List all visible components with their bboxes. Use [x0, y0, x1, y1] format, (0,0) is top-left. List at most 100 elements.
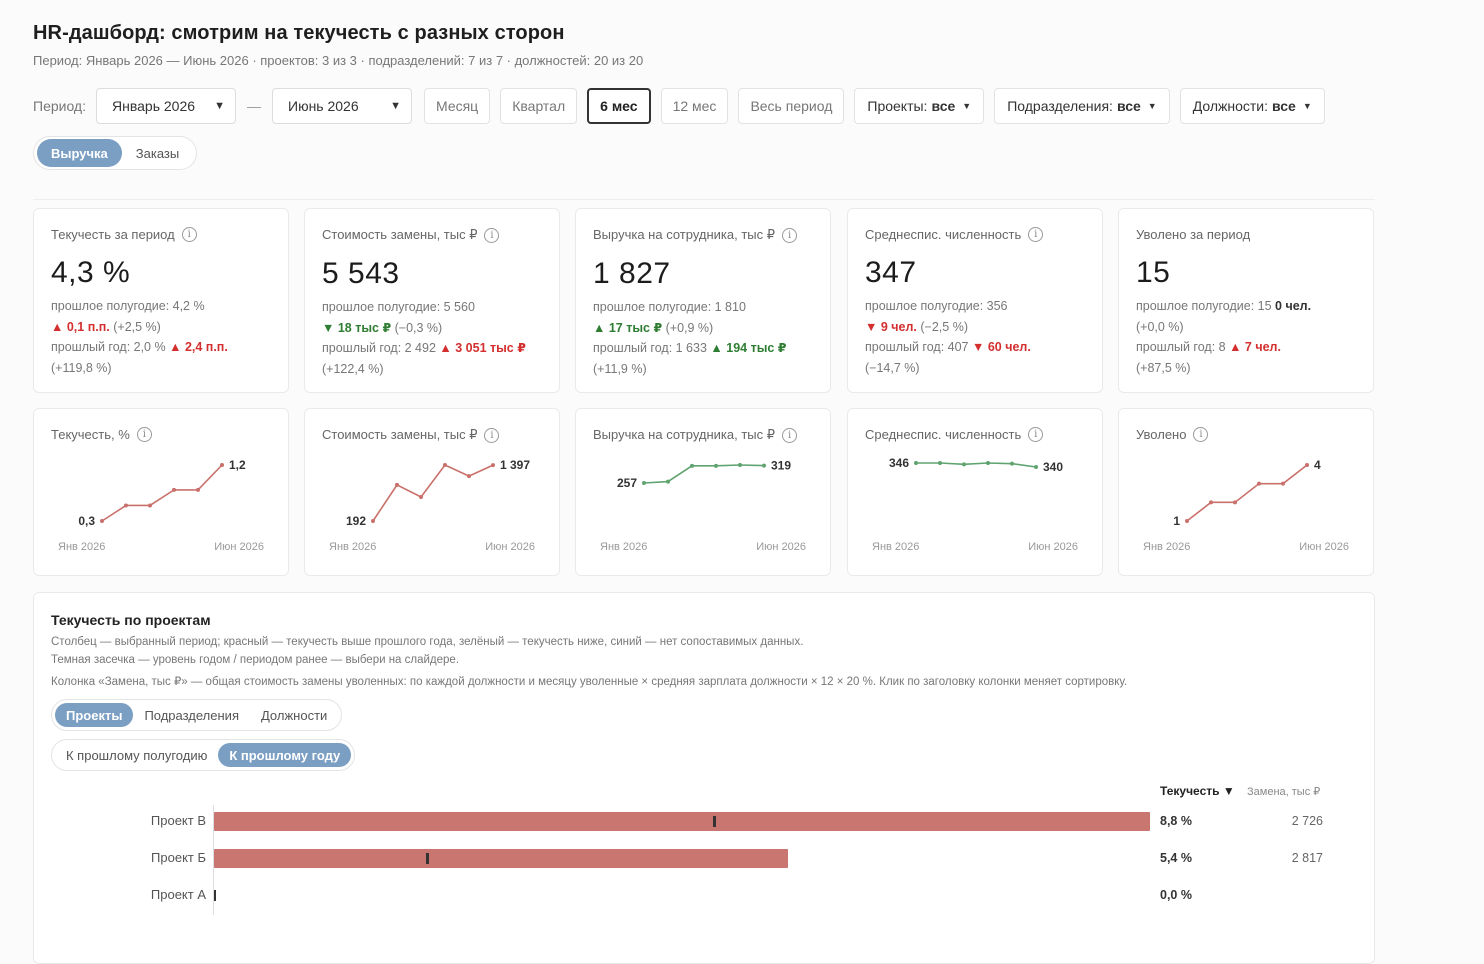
info-icon[interactable]: i — [1028, 227, 1044, 242]
kpi-value: 347 — [865, 256, 917, 289]
bar-axis-line — [213, 805, 214, 915]
kpi-delta-year: ▲ 2,4 п.п. — [169, 340, 228, 354]
sparkline-path — [643, 464, 765, 484]
column-header-turnover[interactable]: Текучесть ▼ — [1160, 784, 1235, 798]
panel-note: Столбец — выбранный период; красный — те… — [51, 636, 804, 648]
sparkline-point — [986, 461, 990, 465]
sparkline-start-label: 346 — [889, 456, 909, 470]
kpi-label: Уволено за период — [1136, 227, 1251, 242]
info-icon[interactable]: i — [782, 427, 798, 443]
kpi-delta-year-pct: (+122,4 %) — [322, 361, 384, 376]
caret-down-icon: ▼ — [962, 101, 972, 111]
sparkline-end-label: 1 397 — [500, 458, 530, 472]
info-icon[interactable]: i — [181, 227, 197, 242]
sparkline-point — [1305, 463, 1309, 467]
kpi-delta-year-pct: (+119,8 %) — [51, 360, 112, 375]
sparkline-x-start: Янв 2026 — [58, 541, 106, 553]
period-label: Период: — [33, 98, 86, 114]
sparkline-card-replacement-cost: Стоимость замены, тыс ₽ i 192 1 397 Янв 20… — [304, 408, 560, 576]
sparkline-card-headcount: Среднеспис. численность i 346 340 Янв 2026… — [847, 408, 1103, 576]
sparkline-point — [100, 519, 104, 523]
sparkline-end-label: 4 — [1314, 458, 1321, 472]
caret-down-icon: ▼ — [1147, 101, 1157, 111]
sparkline-point — [395, 482, 399, 487]
kpi-delta-year: ▲ 7 чел. — [1229, 340, 1281, 354]
group-positions-option[interactable]: Должности — [260, 707, 328, 723]
kpi-prev-year: прошлый год: 8 — [1136, 340, 1226, 354]
info-icon[interactable]: i — [484, 227, 500, 243]
group-departments-option[interactable]: Подразделения — [144, 707, 239, 723]
info-icon[interactable]: i — [1028, 427, 1044, 442]
sparkline-path — [916, 462, 1037, 468]
sparkline-end-label: 1,2 — [229, 458, 246, 472]
period-12m-button[interactable]: 12 мес — [660, 88, 729, 124]
sparkline-x-end: Июн 2026 — [1299, 541, 1349, 553]
chevron-down-icon: ▼ — [390, 100, 401, 112]
group-projects-option[interactable]: Проекты — [55, 703, 134, 727]
column-header-replacement[interactable]: Замена, тыс ₽ — [1247, 786, 1321, 798]
info-icon[interactable]: i — [484, 427, 500, 443]
kpi-delta-half: ▲ 0,1 п.п. — [51, 319, 110, 334]
kpi-prev-half: прошлое полугодие: 356 — [865, 299, 1008, 313]
kpi-delta-half-pct: (+0,9 %) — [665, 320, 714, 335]
kpi-prev-half: прошлое полугодие: 1 810 — [593, 300, 746, 314]
sparkline-path — [101, 464, 223, 522]
sparkline-point — [914, 461, 918, 465]
bar[interactable] — [214, 812, 1150, 831]
bar[interactable] — [214, 849, 789, 868]
bar-value: 8,8 % — [1160, 814, 1192, 828]
period-month-button[interactable]: Месяц — [424, 88, 491, 124]
chevron-down-icon: ▼ — [214, 100, 225, 112]
sparkline-start-label: 1 — [1173, 514, 1180, 528]
sparkline-point — [1257, 481, 1261, 486]
kpi-delta-half-pct: (−2,5 %) — [920, 319, 968, 334]
metric-revenue-option[interactable]: Выручка — [37, 139, 122, 167]
metric-orders-option[interactable]: Заказы — [135, 145, 180, 161]
metric-toggle: Выручка Заказы — [33, 136, 198, 170]
period-6m-button[interactable]: 6 мес — [587, 88, 651, 124]
period-quarter-button[interactable]: Квартал — [500, 88, 578, 124]
sparkline-chart: 192 1 397 — [346, 458, 530, 528]
kpi-delta-year-pct: (+87,5 %) — [1136, 360, 1191, 375]
positions-filter-dropdown[interactable]: Должности: все ▼ — [1179, 88, 1325, 124]
info-icon[interactable]: i — [136, 427, 152, 442]
info-icon[interactable]: i — [1193, 427, 1209, 442]
period-from-select[interactable]: Январь 2026 ▼ — [96, 88, 236, 124]
projects-filter-dropdown[interactable]: Проекты: все ▼ — [854, 88, 985, 124]
period-to-value: Июнь 2026 — [288, 98, 359, 114]
departments-filter-dropdown[interactable]: Подразделения: все ▼ — [994, 88, 1170, 124]
kpi-label: Среднеспис. численность — [865, 227, 1022, 242]
sparkline-label: Выручка на сотрудника, тыс ₽ — [593, 427, 776, 442]
bar-label: Проект А — [150, 887, 206, 902]
kpi-delta-half: ▼ 9 чел. — [865, 319, 917, 334]
sparkline-point — [1233, 500, 1237, 505]
sparkline-point — [762, 463, 766, 468]
compare-year-option[interactable]: К прошлому году — [218, 743, 352, 767]
sparkline-point — [148, 503, 152, 508]
kpi-prev-half: прошлое полугодие: 4,2 % — [51, 299, 205, 313]
departments-filter-value: все — [1116, 98, 1141, 114]
panel-title: Текучесть по проектам — [51, 612, 211, 628]
panel-note: Колонка «Замена, тыс ₽» — общая стоимост… — [51, 676, 1128, 688]
info-icon[interactable]: i — [782, 227, 798, 243]
kpi-comparison: прошлое полугодие: 5 560 ▼ 18 тыс ₽ (−0,… — [322, 297, 542, 379]
kpi-delta-half: ▼ 18 тыс ₽ — [322, 320, 392, 335]
kpi-prev-half: прошлое полугодие: 15 — [1136, 299, 1272, 313]
sparkline-path — [372, 464, 494, 522]
sparkline-point — [371, 519, 375, 523]
sparkline-point — [1209, 500, 1213, 505]
kpi-prev-year: прошлый год: 2,0 % — [51, 340, 166, 354]
sparkline-point — [690, 463, 694, 468]
replacement-value: 2 817 — [1291, 851, 1323, 865]
projects-filter-label: Проекты: — [867, 98, 928, 114]
sparkline-point — [1034, 465, 1038, 469]
compare-half-option[interactable]: К прошлому полугодию — [66, 747, 208, 763]
positions-filter-label: Должности: — [1192, 98, 1268, 114]
sparkline-point — [172, 487, 176, 492]
period-all-button[interactable]: Весь период — [738, 88, 845, 124]
period-to-select[interactable]: Июнь 2026 ▼ — [272, 88, 412, 124]
sparkline-x-end: Июн 2026 — [214, 541, 264, 553]
kpi-label: Текучесть за период — [51, 227, 175, 242]
